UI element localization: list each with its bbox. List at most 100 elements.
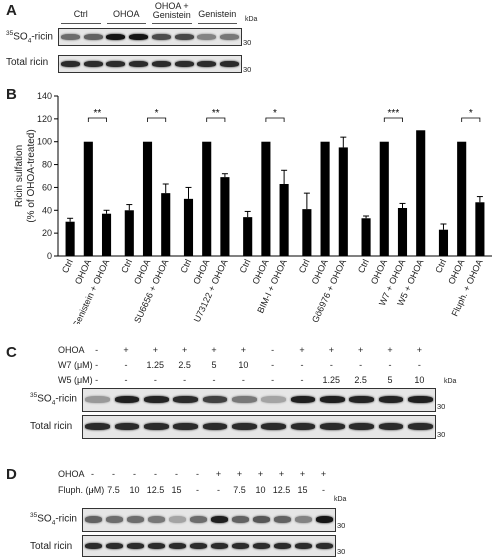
panel-d-sulfation-blot bbox=[82, 508, 336, 532]
bar bbox=[379, 141, 389, 256]
blot-band bbox=[189, 543, 208, 549]
condition-cell: - bbox=[212, 375, 216, 385]
significance-label: * bbox=[469, 108, 473, 119]
condition-row-label: OHOA bbox=[58, 469, 85, 479]
y-tick-label: 40 bbox=[42, 205, 52, 215]
blot-band bbox=[294, 543, 313, 549]
bar bbox=[279, 184, 289, 256]
panel-a-total-label: Total ricin bbox=[6, 57, 49, 68]
blot-band bbox=[168, 543, 187, 549]
bar bbox=[161, 193, 171, 256]
panel-a-mw-marker-2: 30 bbox=[243, 65, 252, 74]
blot-band bbox=[197, 61, 217, 67]
condition-cell: - bbox=[217, 485, 220, 495]
panel-a-mw-marker-1: 30 bbox=[243, 38, 252, 47]
blot-band bbox=[174, 61, 194, 67]
condition-cell: 10 bbox=[129, 485, 140, 495]
condition-cell: 1.25 bbox=[322, 375, 341, 385]
condition-cell: - bbox=[241, 375, 245, 385]
condition-cell: 10 bbox=[255, 485, 266, 495]
blot-band bbox=[173, 423, 198, 430]
condition-cell: + bbox=[236, 469, 243, 479]
significance-bracket bbox=[383, 117, 403, 122]
y-tick-label: 20 bbox=[42, 228, 52, 238]
panel-d-kda-label: kDa bbox=[334, 496, 347, 503]
significance-label: * bbox=[155, 108, 159, 119]
condition-cell: + bbox=[299, 469, 306, 479]
condition-cell: - bbox=[175, 469, 178, 479]
blot-band bbox=[85, 423, 110, 430]
condition-row-label: Fluph. (μM) bbox=[58, 485, 105, 495]
condition-cell: + bbox=[123, 345, 129, 355]
condition-cell: - bbox=[133, 469, 136, 479]
condition-cell: - bbox=[154, 469, 157, 479]
significance-label: * bbox=[273, 108, 277, 119]
blot-band bbox=[168, 516, 187, 523]
condition-cell: - bbox=[300, 360, 304, 370]
panel-d-total-blot bbox=[82, 535, 336, 557]
blot-band bbox=[294, 516, 313, 523]
blot-band bbox=[349, 423, 374, 430]
blot-band bbox=[220, 61, 240, 67]
bar bbox=[438, 229, 449, 256]
bar bbox=[302, 209, 312, 256]
condition-cell: + bbox=[358, 345, 364, 355]
blot-band bbox=[378, 396, 404, 403]
x-category-label: Ctrl bbox=[238, 258, 253, 275]
significance-label: *** bbox=[388, 108, 400, 119]
condition-cell: - bbox=[95, 345, 99, 355]
blot-band bbox=[261, 423, 286, 430]
condition-cell: 12.5 bbox=[146, 485, 165, 495]
blot-band bbox=[252, 516, 271, 523]
condition-cell: 2.5 bbox=[178, 360, 191, 370]
blot-band bbox=[315, 543, 334, 549]
blot-band bbox=[273, 516, 292, 523]
condition-cell: - bbox=[388, 360, 392, 370]
panel-c-mw-marker-1: 30 bbox=[437, 402, 446, 411]
bar bbox=[475, 202, 485, 256]
blot-band bbox=[144, 396, 169, 403]
condition-cell: + bbox=[299, 345, 305, 355]
blot-band bbox=[105, 516, 124, 523]
bar bbox=[243, 217, 253, 256]
condition-row-label: W5 (μM) bbox=[58, 375, 93, 385]
condition-cell: - bbox=[153, 375, 157, 385]
blot-band bbox=[174, 34, 194, 40]
x-category-label: Ctrl bbox=[356, 258, 371, 275]
panel-c-letter: C bbox=[6, 344, 17, 361]
blot-band bbox=[252, 543, 271, 549]
blot-band bbox=[408, 423, 433, 430]
blot-band bbox=[202, 423, 228, 430]
blot-band bbox=[202, 396, 228, 403]
panel-c-total-blot bbox=[82, 415, 436, 439]
blot-band bbox=[210, 516, 229, 523]
bar bbox=[142, 141, 153, 256]
significance-label: ** bbox=[212, 108, 220, 119]
condition-cell: - bbox=[95, 360, 99, 370]
panel-a-header-underline bbox=[61, 23, 101, 24]
panel-c-kda-label: kDa bbox=[444, 378, 457, 385]
condition-cell: - bbox=[322, 485, 325, 495]
condition-cell: - bbox=[183, 375, 187, 385]
y-tick-label: 100 bbox=[37, 137, 52, 147]
condition-cell: 5 bbox=[211, 360, 217, 370]
blot-band bbox=[129, 34, 149, 40]
blot-band bbox=[197, 34, 217, 40]
condition-cell: - bbox=[329, 360, 333, 370]
panel-a-header-underline bbox=[106, 23, 146, 24]
condition-cell: + bbox=[182, 345, 188, 355]
panel-d-mw-marker-2: 30 bbox=[337, 547, 346, 556]
y-axis-label-line2: (% of OHOA-treated) bbox=[26, 129, 37, 222]
blot-band bbox=[320, 396, 345, 403]
blot-band bbox=[232, 396, 257, 403]
panel-a-sulfation-label: 35SO4-ricin bbox=[6, 30, 53, 45]
condition-cell: - bbox=[124, 375, 128, 385]
condition-cell: 2.5 bbox=[354, 375, 367, 385]
blot-band bbox=[210, 543, 229, 549]
bar bbox=[361, 218, 371, 256]
panel-d-sulfation-label: 35SO4-ricin bbox=[30, 512, 77, 527]
blot-band bbox=[60, 34, 80, 40]
y-tick-label: 140 bbox=[37, 91, 52, 101]
blot-band bbox=[85, 396, 110, 403]
panel-b-letter: B bbox=[6, 86, 17, 103]
